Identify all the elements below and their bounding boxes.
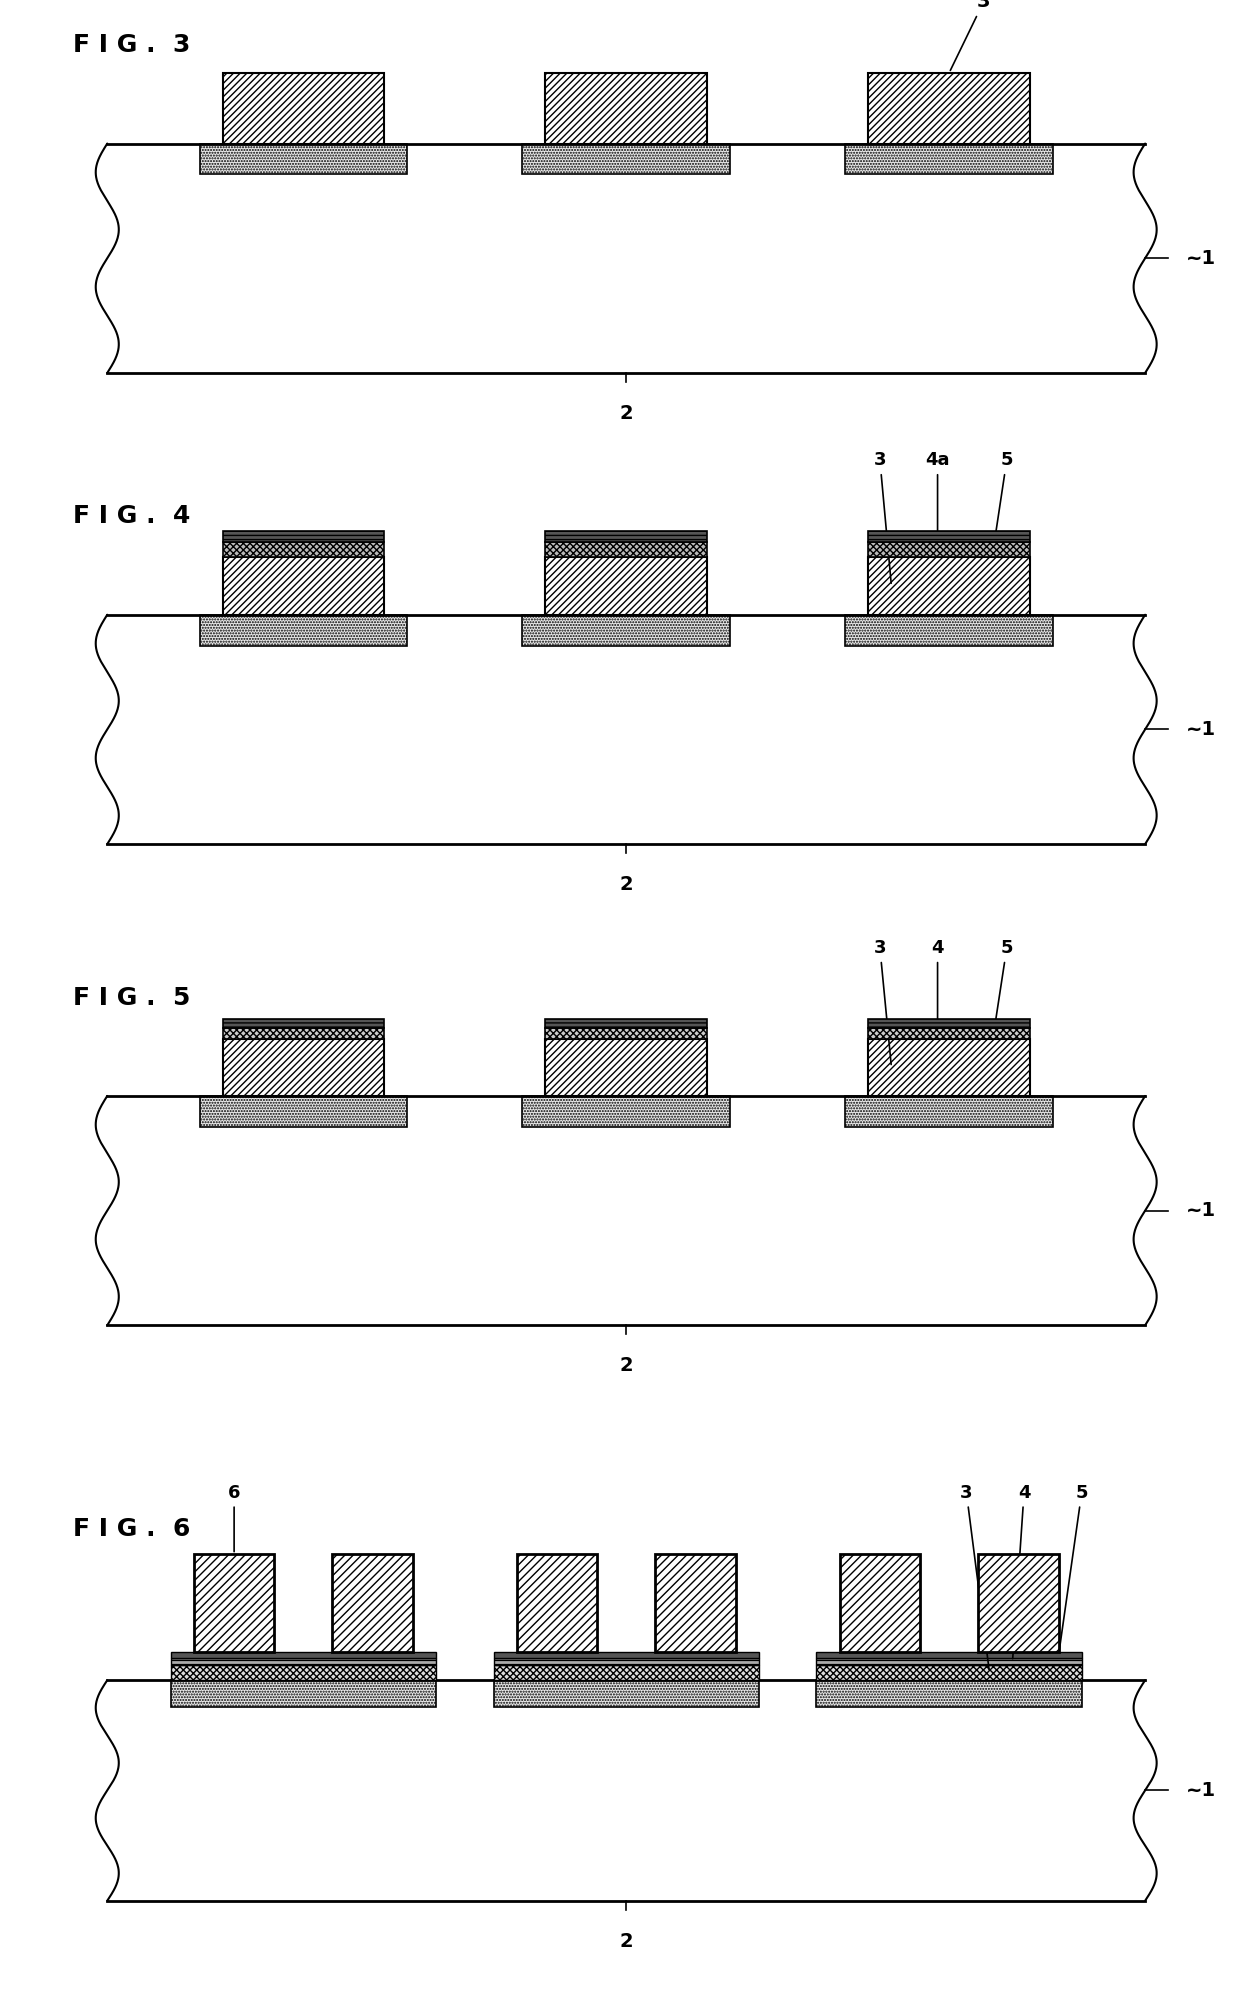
Text: 5: 5 [996, 451, 1013, 533]
Bar [200, 1097, 407, 1127]
Bar [193, 1554, 274, 1652]
Bar [868, 1027, 1030, 1039]
Bar [223, 531, 384, 541]
Text: 2: 2 [620, 1355, 632, 1375]
Text: 3: 3 [960, 1484, 990, 1670]
Bar [816, 1658, 1081, 1664]
Text: 3: 3 [874, 451, 892, 583]
Bar [868, 72, 1030, 144]
Bar [868, 541, 1030, 557]
Bar [846, 1097, 1053, 1127]
Bar [171, 1664, 436, 1680]
Bar [223, 557, 384, 616]
Bar [655, 1554, 735, 1652]
Bar [868, 531, 1030, 541]
Text: 2: 2 [620, 403, 632, 423]
Bar [171, 1658, 436, 1664]
Bar [839, 1554, 920, 1652]
Text: F I G .  3: F I G . 3 [73, 34, 190, 58]
Bar [332, 1554, 413, 1652]
Bar [978, 1554, 1059, 1652]
Bar [223, 1039, 384, 1097]
Text: ~1: ~1 [1185, 720, 1215, 740]
Text: 2: 2 [620, 1931, 632, 1951]
Text: 5: 5 [1059, 1484, 1087, 1652]
Bar [200, 616, 407, 646]
Bar [223, 541, 384, 557]
Bar [522, 144, 730, 174]
Bar [546, 531, 707, 541]
Text: 2: 2 [620, 874, 632, 894]
Bar [868, 1039, 1030, 1097]
Bar [816, 1652, 1081, 1658]
Bar [546, 1019, 707, 1027]
Bar [846, 616, 1053, 646]
Bar [868, 557, 1030, 616]
Text: 5: 5 [996, 938, 1013, 1021]
Bar [200, 144, 407, 174]
Text: 3: 3 [874, 938, 892, 1065]
Bar [816, 1680, 1081, 1706]
Text: 3: 3 [950, 0, 991, 70]
Bar [517, 1554, 598, 1652]
Bar [868, 1019, 1030, 1027]
Bar [546, 541, 707, 557]
Bar [171, 1680, 436, 1706]
Bar [546, 1039, 707, 1097]
Bar [522, 616, 730, 646]
Bar [171, 1652, 436, 1658]
Bar [494, 1652, 759, 1658]
Text: F I G .  5: F I G . 5 [73, 986, 190, 1011]
Text: ~1: ~1 [1185, 249, 1215, 269]
Bar [846, 144, 1053, 174]
Bar [494, 1658, 759, 1664]
Text: ~1: ~1 [1185, 1780, 1215, 1800]
Text: 4a: 4a [925, 451, 950, 547]
Bar [546, 1027, 707, 1039]
Bar [223, 1019, 384, 1027]
Bar [546, 72, 707, 144]
Bar [494, 1664, 759, 1680]
Text: 6: 6 [228, 1484, 241, 1552]
Text: F I G .  4: F I G . 4 [73, 505, 190, 529]
Bar [816, 1664, 1081, 1680]
Bar [223, 1027, 384, 1039]
Text: F I G .  6: F I G . 6 [73, 1518, 190, 1542]
Bar [522, 1097, 730, 1127]
Bar [223, 72, 384, 144]
Bar [494, 1680, 759, 1706]
Text: 4: 4 [931, 938, 944, 1031]
Text: ~1: ~1 [1185, 1201, 1215, 1221]
Text: 4: 4 [1013, 1484, 1030, 1658]
Bar [546, 557, 707, 616]
